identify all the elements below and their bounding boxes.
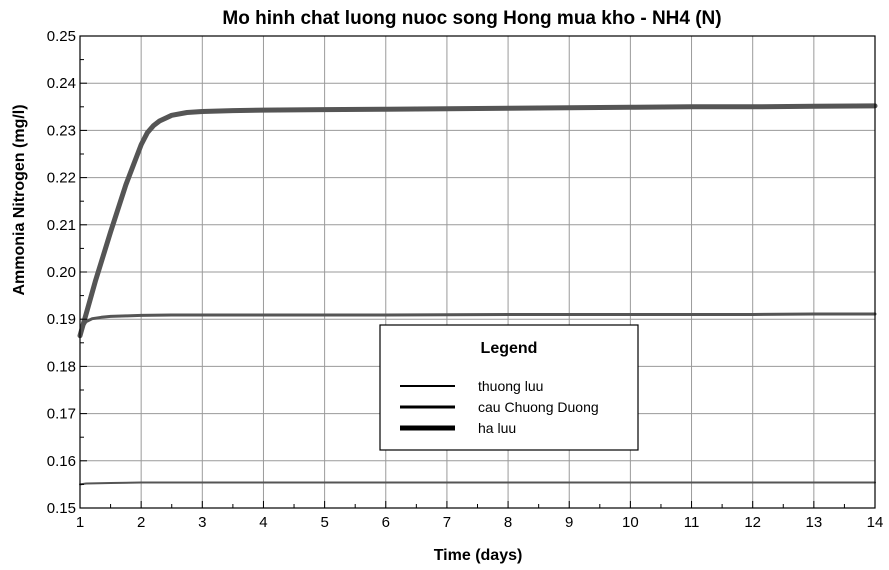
legend: Legend thuong luu cau Chuong Duong ha luu	[379, 324, 639, 451]
series-line-2	[78, 312, 877, 338]
x-tick-label: 12	[744, 514, 761, 531]
legend-items: thuong luu cau Chuong Duong ha luu	[400, 378, 599, 436]
y-tick-label: 0.18	[47, 358, 76, 375]
x-tick-label: 3	[198, 514, 206, 531]
x-axis-label: Time (days)	[434, 547, 523, 564]
y-tick-label: 0.22	[47, 170, 76, 187]
series-line-3	[77, 103, 878, 339]
x-tick-label: 2	[137, 514, 145, 531]
x-tick-label: 11	[684, 514, 700, 531]
plot-frame	[79, 35, 876, 509]
legend-label-3: ha luu	[478, 420, 516, 436]
x-tick-label: 6	[382, 514, 390, 531]
y-tick-label: 0.17	[47, 406, 76, 423]
y-tick-label: 0.19	[47, 311, 76, 328]
x-tick-label: 1	[76, 514, 84, 531]
y-tick-label: 0.20	[47, 264, 76, 281]
x-tick-label: 7	[443, 514, 451, 531]
y-tick-label: 0.16	[47, 453, 76, 470]
y-tick-label: 0.21	[47, 217, 76, 234]
y-axis-label: Ammonia Nitrogen (mg/l)	[11, 104, 28, 295]
x-tick-label: 10	[622, 514, 639, 531]
x-tick-label: 9	[565, 514, 573, 531]
series-line-1	[79, 481, 876, 486]
series-group	[77, 103, 878, 486]
legend-title: Legend	[481, 340, 538, 357]
y-tick-label: 0.25	[47, 28, 76, 45]
x-tick-label: 13	[806, 514, 823, 531]
legend-label-2: cau Chuong Duong	[478, 399, 599, 415]
chart-title: Mo hinh chat luong nuoc song Hong mua kh…	[222, 8, 721, 29]
x-tick-label: 5	[320, 514, 328, 531]
y-tick-label: 0.15	[47, 500, 76, 517]
x-tick-label: 14	[867, 514, 884, 531]
legend-label-1: thuong luu	[478, 378, 543, 394]
x-tick-label: 4	[259, 514, 267, 531]
ticks-group: 1 2 3 4 5 6 7 8 9 10 11 12 13 140.150.160.170.180.190…	[47, 28, 884, 531]
y-tick-label: 0.24	[47, 75, 76, 92]
y-tick-label: 0.23	[47, 122, 76, 139]
x-tick-label: 8	[504, 514, 512, 531]
